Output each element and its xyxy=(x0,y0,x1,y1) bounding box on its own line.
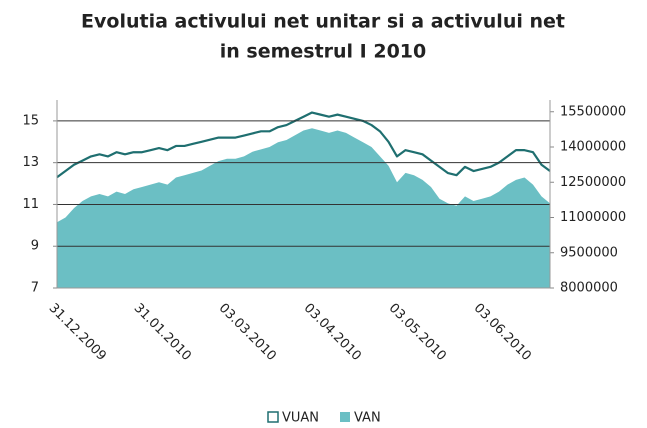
y2-tick-label: 9500000 xyxy=(560,245,618,260)
x-tick-label: 03.06.2010 xyxy=(471,301,534,364)
x-tick-label: 03.03.2010 xyxy=(216,301,279,364)
legend-label: VAN xyxy=(354,411,381,426)
y2-tick-label: 8000000 xyxy=(560,281,618,296)
y-tick-label: 7 xyxy=(31,281,39,296)
x-tick-label: 31.12.2009 xyxy=(46,301,109,364)
chart-title: Evolutia activului net unitar si a activ… xyxy=(81,11,565,33)
area xyxy=(57,128,550,288)
y2-tick-label: 11000000 xyxy=(560,210,626,225)
y-tick-label: 11 xyxy=(22,197,39,212)
line xyxy=(56,111,551,179)
y-tick-label: 15 xyxy=(22,113,39,128)
x-tick-label: 03.05.2010 xyxy=(386,301,449,364)
y2-tick-label: 15500000 xyxy=(560,104,626,119)
legend-swatch xyxy=(340,412,350,422)
legend-label: VUAN xyxy=(282,411,319,426)
y2-tick-label: 14000000 xyxy=(560,140,626,155)
x-tick-label: 31.01.2010 xyxy=(131,301,194,364)
y2-tick-label: 12500000 xyxy=(560,175,626,190)
legend-swatch xyxy=(267,411,279,423)
chart-title: in semestrul I 2010 xyxy=(220,41,427,63)
y-tick-label: 13 xyxy=(22,155,39,170)
x-tick-label: 03.04.2010 xyxy=(301,301,364,364)
y-tick-label: 9 xyxy=(31,239,39,254)
